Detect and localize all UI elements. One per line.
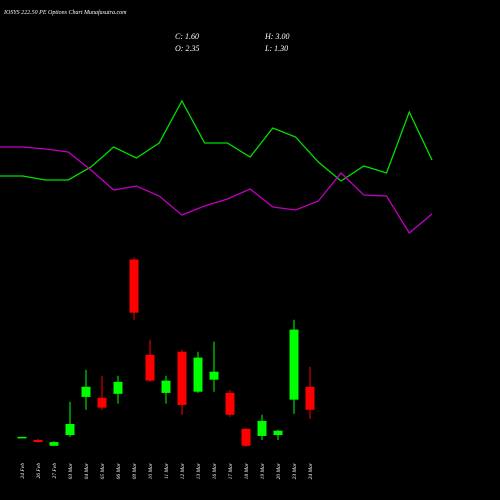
x-tick-label: 12 Mar — [180, 462, 186, 479]
x-tick-label: 03 Mar — [68, 462, 74, 479]
candle-body — [305, 386, 315, 410]
candle-body — [49, 442, 59, 446]
chart-title: IOSYS 222.50 PE Options Chart Munafasutr… — [3, 9, 127, 16]
candle-body — [81, 386, 91, 397]
candle-body — [129, 259, 139, 313]
candle-body — [97, 397, 107, 408]
x-tick-label: 20 Mar — [276, 462, 282, 479]
x-tick-label: 13 Mar — [196, 462, 202, 479]
x-tick-label: 23 Mar — [292, 462, 298, 479]
high-label: H: 3.00 — [264, 32, 289, 41]
candle-body — [33, 439, 43, 443]
candle-body — [193, 357, 203, 392]
x-tick-label: 27 Feb — [52, 463, 58, 479]
x-tick-label: 06 Mar — [116, 462, 122, 479]
candle-body — [257, 420, 267, 436]
indicator-line — [0, 99, 433, 182]
x-tick-label: 24 Feb — [19, 463, 26, 479]
x-tick-label: 04 Mar — [83, 462, 90, 479]
candle-body — [225, 392, 235, 415]
x-tick-label: 17 Mar — [228, 462, 234, 479]
candle-body — [289, 329, 299, 400]
low-label: L: 1.30 — [264, 44, 288, 53]
x-tick-label: 16 Mar — [212, 462, 218, 479]
candle-body — [145, 354, 155, 381]
candle-body — [65, 423, 75, 436]
x-tick-label: 11 Mar — [164, 462, 170, 479]
candle-body — [241, 428, 251, 446]
x-tick-label: 24 Mar — [307, 462, 314, 479]
candle-body — [273, 430, 283, 436]
candle-body — [113, 381, 123, 394]
x-tick-label: 26 Feb — [36, 463, 42, 479]
x-tick-label: 19 Mar — [260, 462, 266, 479]
close-label: C: 1.60 — [175, 32, 199, 41]
candle-body — [177, 351, 187, 405]
candle-body — [17, 436, 27, 439]
indicator-line — [0, 146, 433, 234]
open-label: O: 2.35 — [175, 44, 199, 53]
candle-body — [161, 380, 171, 393]
x-tick-label: 18 Mar — [244, 462, 250, 479]
x-tick-label: 05 Mar — [100, 462, 106, 479]
x-tick-label: 10 Mar — [148, 462, 154, 479]
x-tick-label: 09 Mar — [132, 462, 138, 479]
candle-body — [209, 371, 219, 380]
